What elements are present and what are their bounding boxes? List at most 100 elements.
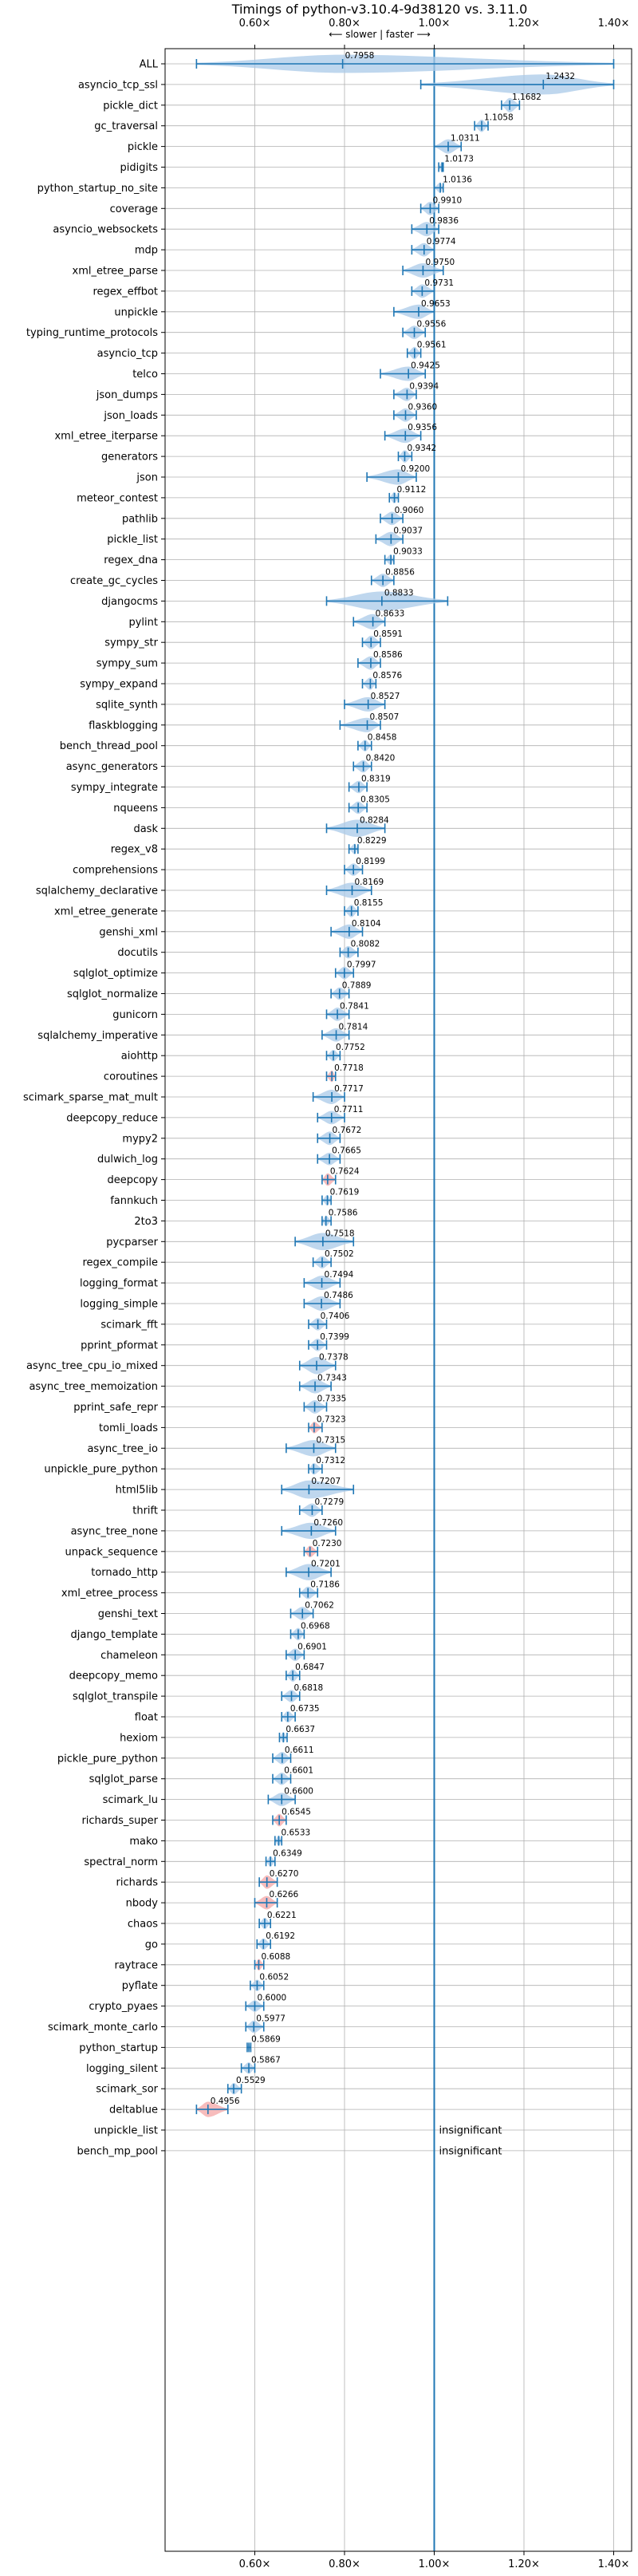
row-label: chameleon (100, 1650, 158, 1662)
row-label: coverage (110, 203, 158, 215)
value-label: 0.7665 (332, 1146, 361, 1156)
row-label: docutils (117, 947, 158, 959)
x-tick-label-bottom: 0.80× (329, 2558, 360, 2570)
plot-frame (164, 48, 632, 2552)
value-label: 0.8155 (354, 898, 384, 908)
violin-dask: 0.8284 (325, 815, 389, 838)
value-label: 0.6735 (290, 1704, 320, 1714)
violin-ALL: 0.7958 (195, 51, 615, 73)
row-label: regex_v8 (111, 844, 158, 856)
violin-meteor_contest: 0.9112 (388, 485, 426, 504)
x-tick-label-top: 1.00× (419, 18, 451, 30)
value-label: 0.9200 (401, 464, 431, 474)
violin-chameleon: 0.6901 (286, 1642, 327, 1662)
violin-fannkuch: 0.7619 (321, 1188, 359, 1206)
violin-aiohttp: 0.7752 (325, 1043, 365, 1062)
violin-scimark_fft: 0.7406 (308, 1312, 350, 1331)
violin-comprehensions: 0.8199 (344, 857, 385, 876)
value-label: 0.7997 (347, 961, 376, 970)
row-label: sympy_integrate (71, 782, 158, 794)
row-label: xml_etree_generate (54, 905, 158, 917)
row-label: generators (101, 452, 158, 464)
row-label: richards (116, 1877, 159, 1889)
row-label: chaos (128, 1919, 158, 1931)
value-label: 0.7201 (311, 1560, 341, 1569)
x-tick-label-bottom: 1.20× (508, 2558, 540, 2570)
x-tick-label-top: 1.40× (598, 18, 630, 30)
value-label: 0.7207 (311, 1477, 341, 1486)
row-label: asyncio_tcp (97, 348, 158, 360)
row-label: fannkuch (110, 1195, 158, 1207)
violin-xml_etree_iterparse: 0.9356 (384, 423, 437, 444)
violin-coverage: 0.9910 (419, 195, 462, 215)
violin-dulwich_log: 0.7665 (317, 1146, 361, 1166)
row-label: 2to3 (134, 1216, 158, 1228)
value-label: 1.0136 (443, 175, 472, 184)
value-label: 0.9360 (408, 402, 438, 412)
row-label: python_startup (79, 2042, 158, 2054)
value-label: 0.7889 (342, 981, 372, 991)
violin-python_startup_no_site: 1.0136 (433, 175, 472, 193)
value-label: 0.6270 (270, 1869, 299, 1879)
value-label: 0.9556 (417, 320, 447, 329)
violin-sqlglot_normalize: 0.7889 (330, 981, 372, 1000)
row-label: pycparser (106, 1237, 158, 1249)
row-label: sqlglot_optimize (73, 968, 158, 980)
value-label: 0.9750 (425, 258, 455, 267)
row-label: crypto_pyaes (89, 2001, 158, 2013)
value-label: 0.8104 (352, 919, 381, 929)
row-label: json_loads (103, 410, 158, 422)
violin-deepcopy_memo: 0.6847 (286, 1663, 325, 1682)
row-label: mypy2 (122, 1133, 158, 1145)
row-label: pyflate (122, 1980, 158, 1992)
violin-docutils: 0.8082 (339, 940, 380, 959)
value-label: 0.7841 (340, 1001, 369, 1011)
row-label: pathlib (122, 513, 158, 525)
violin-pickle: 1.0311 (433, 134, 480, 154)
value-label: 0.7711 (334, 1105, 364, 1114)
value-label: 0.9774 (427, 237, 456, 247)
violin-pickle_pure_python: 0.6611 (272, 1746, 314, 1765)
violin-sqlalchemy_declarative: 0.8169 (325, 878, 384, 898)
value-label: 0.6901 (297, 1642, 327, 1651)
value-label: 0.9356 (408, 423, 437, 432)
value-label: 0.6349 (273, 1848, 302, 1858)
row-label: sqlite_synth (96, 699, 158, 711)
row-label: unpack_sequence (65, 1546, 158, 1558)
violin-asyncio_tcp_ssl: 1.2432 (419, 72, 615, 95)
value-label: 0.7343 (317, 1374, 347, 1383)
row-label: pickle (128, 141, 158, 153)
violin-regex_dna: 0.9033 (384, 547, 423, 566)
violin-unpickle: 0.9653 (393, 299, 451, 319)
value-label: 0.6052 (259, 1973, 289, 1982)
value-label: 0.9033 (393, 547, 423, 557)
violin-json_dumps: 0.9394 (393, 381, 439, 401)
row-label: mako (129, 1836, 158, 1848)
row-label: regex_dna (104, 554, 158, 566)
violin-spectral_norm: 0.6349 (265, 1848, 302, 1867)
value-label: 0.7323 (317, 1414, 346, 1424)
value-label: 0.6533 (281, 1828, 310, 1837)
row-label: pidigits (120, 162, 159, 174)
value-label: 0.8527 (371, 692, 400, 701)
violin-create_gc_cycles: 0.8856 (370, 568, 415, 587)
value-label: 1.1682 (512, 93, 542, 102)
violin-sympy_integrate: 0.8319 (348, 775, 391, 794)
value-label: 0.8458 (368, 733, 397, 743)
violin-xml_etree_generate: 0.8155 (344, 898, 384, 917)
violin-logging_format: 0.7494 (303, 1270, 354, 1291)
plot-area: 0.7958 1.2432 1.1682 1.1058 1.0311 1.0173 1.01… (195, 49, 615, 2551)
violin-xml_etree_parse: 0.9750 (402, 258, 455, 278)
violin-mdp: 0.9774 (411, 237, 456, 257)
value-label: 0.8856 (385, 568, 415, 578)
value-label: 0.5869 (251, 2034, 281, 2044)
value-label: 0.6818 (294, 1683, 324, 1693)
row-label: djangocms (101, 596, 158, 608)
value-label: 0.6637 (286, 1725, 315, 1734)
violin-sympy_expand: 0.8576 (361, 671, 402, 690)
violin-unpickle_pure_python: 0.7312 (308, 1456, 345, 1475)
row-label: tornado_http (91, 1567, 158, 1579)
violin-flaskblogging: 0.8507 (339, 712, 399, 732)
value-label: 0.7752 (336, 1043, 365, 1052)
